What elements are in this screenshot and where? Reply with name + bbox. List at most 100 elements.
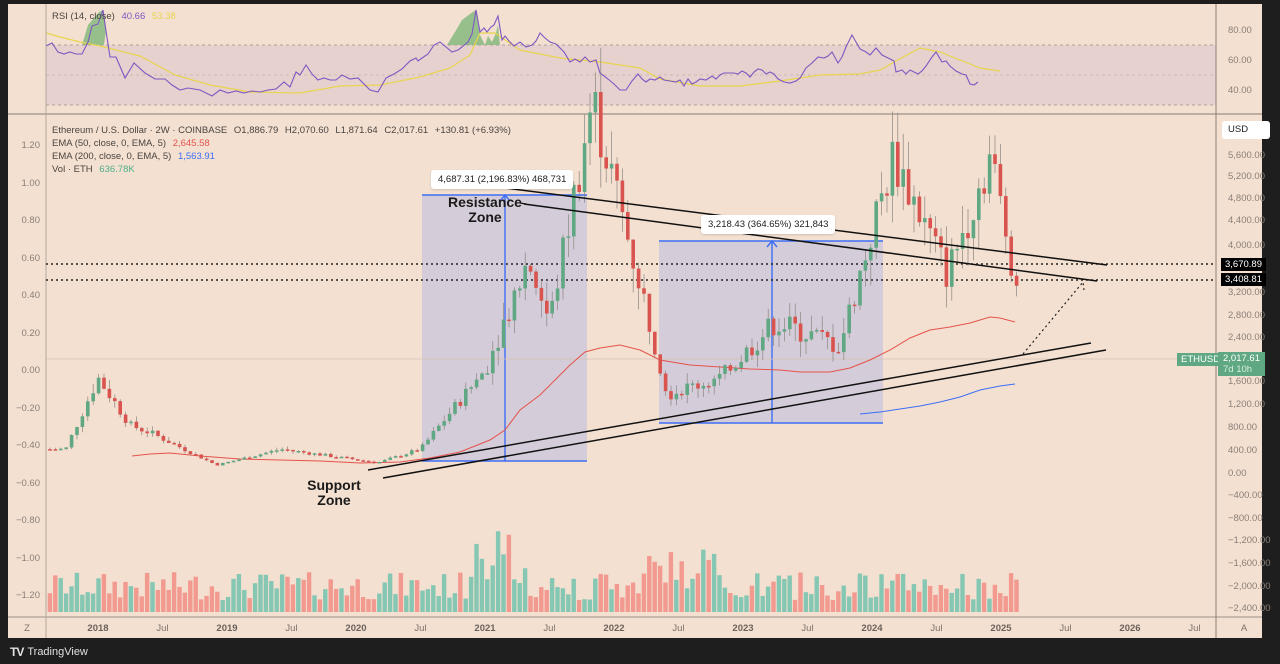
support-zone-label[interactable]: Support Zone (297, 478, 371, 508)
rsi-axis-60: 60.00 (1228, 55, 1252, 66)
left-axis-tick: 0.80 (21, 215, 41, 226)
ohlc-high: H2,070.60 (284, 125, 329, 136)
bar-countdown: 7d 10h (1223, 364, 1253, 375)
price-axis-tick: −2,000.00 (1228, 581, 1271, 592)
time-axis-label: Jul (543, 623, 556, 634)
main-legend[interactable]: Ethereum / U.S. Dollar · 2W · COINBASE O… (52, 124, 515, 176)
price-axis-tick: 0.00 (1228, 468, 1247, 479)
support-trendline-upper[interactable] (367, 342, 1092, 471)
timezone-corner[interactable]: Z (24, 623, 30, 634)
rsi-line (45, 9, 979, 97)
measure-box-2022-2024[interactable] (659, 241, 883, 423)
current-price-tag: 2,017.61 7d 10h (1218, 352, 1265, 376)
ema200-value: 1,563.91 (177, 151, 215, 162)
left-axis-tick: 0.40 (21, 290, 41, 301)
tradingview-logo-icon: TV (10, 645, 24, 659)
price-axis-tick: 400.00 (1228, 445, 1258, 456)
price-axis-tick: 4,800.00 (1228, 193, 1265, 204)
resistance-label-line1: Resistance (448, 194, 522, 210)
symbol-ohlc-line: Ethereum / U.S. Dollar · 2W · COINBASE O… (52, 124, 515, 137)
price-axis-tick: −1,200.00 (1228, 535, 1271, 546)
support-label-line2: Zone (317, 492, 351, 508)
price-axis-tick: 4,000.00 (1228, 240, 1265, 251)
rsi-axis-40: 40.00 (1228, 85, 1252, 96)
price-axis-tick: 5,600.00 (1228, 150, 1265, 161)
left-axis-tick: −1.00 (15, 552, 40, 564)
price-axis-tick: 3,200.00 (1228, 287, 1265, 298)
time-axis-label: 2021 (474, 623, 496, 634)
price-axis-tick: 4,400.00 (1228, 215, 1265, 226)
price-axis-tick: 1,600.00 (1228, 376, 1265, 387)
ema50-legend[interactable]: EMA (50, close, 0, EMA, 5) 2,645.58 (52, 137, 515, 150)
left-axis-tick: 1.20 (21, 140, 41, 151)
left-axis-tick: 1.00 (21, 177, 41, 189)
time-axis-label: Jul (930, 623, 943, 634)
rsi-value: 40.66 (121, 11, 146, 22)
time-axis-label: 2024 (861, 623, 883, 634)
left-axis-tick: 0.20 (21, 327, 41, 339)
time-axis-label: 2023 (732, 623, 754, 634)
time-axis-label: 2018 (87, 623, 109, 634)
left-axis-tick: −0.60 (15, 477, 40, 489)
resistance-annotation-pointer (519, 202, 527, 205)
volume-value: 636.78K (99, 164, 135, 175)
price-tag-3408: 3,408.81 (1221, 273, 1266, 286)
resistance-zone-label[interactable]: Resistance Zone (443, 195, 527, 225)
ema50-value: 2,645.58 (172, 138, 210, 149)
volume-label: Vol · ETH (52, 164, 93, 175)
left-axis-tick: 0.00 (21, 365, 41, 376)
ohlc-change: +130.81 (+6.93%) (434, 125, 511, 136)
currency-button[interactable]: USD (1222, 121, 1270, 139)
measure-label-1[interactable]: 4,687.31 (2,196.83%) 468,731 (431, 170, 574, 189)
price-axis-tick: −1,600.00 (1228, 558, 1271, 569)
symbol-title: Ethereum / U.S. Dollar · 2W · COINBASE (52, 125, 228, 136)
projection-path (1022, 280, 1085, 355)
ohlc-close: C2,017.61 (384, 125, 429, 136)
price-tag-3670: 3,670.89 (1221, 258, 1266, 271)
left-axis-tick: −0.80 (15, 515, 40, 526)
time-axis-label: Jul (285, 623, 298, 634)
time-axis-label: Jul (801, 623, 814, 634)
measure-label-2[interactable]: 3,218.43 (364.65%) 321,843 (701, 215, 836, 234)
current-price-value: 2,017.61 (1223, 353, 1260, 364)
rsi-axis-80: 80.00 (1228, 25, 1252, 36)
left-axis-tick: −1.20 (15, 590, 40, 601)
price-axis-tick: 5,200.00 (1228, 171, 1265, 182)
auto-scale-button[interactable]: A (1240, 623, 1248, 634)
support-label-line1: Support (307, 477, 361, 493)
ema50-line (131, 316, 1016, 464)
price-axis-tick: 800.00 (1228, 422, 1258, 433)
left-axis-tick: −0.20 (15, 402, 40, 414)
rsi-ma-line (45, 32, 1001, 94)
ema200-line (859, 383, 1016, 415)
ema200-legend[interactable]: EMA (200, close, 0, EMA, 5) 1,563.91 (52, 150, 515, 163)
time-axis-label: Jul (1059, 623, 1072, 634)
price-axis-tick: 2,400.00 (1228, 332, 1265, 343)
volume-bars (47, 531, 1019, 612)
volume-legend[interactable]: Vol · ETH 636.78K (52, 163, 515, 176)
ohlc-open: O1,886.79 (233, 125, 279, 136)
time-axis-label: 2020 (345, 623, 367, 634)
time-axis-label: 2026 (1119, 623, 1141, 634)
time-axis-label: 2019 (216, 623, 238, 634)
symbol-tag: ETHUSD (1177, 353, 1225, 366)
ema200-label: EMA (200, close, 0, EMA, 5) (52, 151, 172, 162)
price-axis-tick: −800.00 (1228, 513, 1263, 524)
time-axis-label: Jul (414, 623, 427, 634)
ema50-label: EMA (50, close, 0, EMA, 5) (52, 138, 167, 149)
price-axis-tick: −400.00 (1228, 490, 1263, 501)
rsi-legend[interactable]: RSI (14, close) 40.66 53.38 (52, 11, 180, 22)
time-axis-label: Jul (1188, 623, 1201, 634)
time-axis-label: Jul (156, 623, 169, 634)
rsi-ma-value: 53.38 (151, 11, 176, 22)
time-axis-label: 2025 (990, 623, 1012, 634)
time-axis-label: 2022 (603, 623, 625, 634)
left-axis-tick: −0.40 (15, 440, 40, 451)
brand-name: TradingView (27, 646, 88, 658)
footer: TV TradingView (10, 645, 88, 659)
price-axis-tick: −2,400.00 (1228, 603, 1271, 614)
resistance-trendline-lower[interactable] (523, 203, 1098, 282)
chart-frame (8, 4, 1262, 638)
support-trendline-lower[interactable] (382, 349, 1107, 479)
